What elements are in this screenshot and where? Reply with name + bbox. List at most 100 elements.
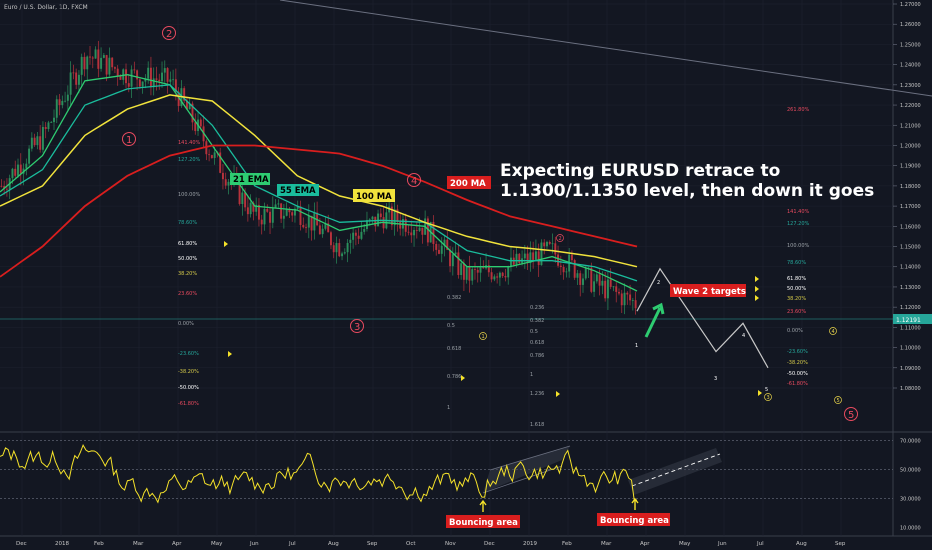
time-tick-label: Apr [640, 541, 650, 547]
candle-body [393, 209, 396, 226]
candle-body [58, 99, 61, 106]
price-tick-label: 1.12000 [900, 305, 921, 311]
wave-label-4: 4 [407, 173, 421, 187]
candle-body [318, 225, 321, 235]
fib-level-label: 23.60% [178, 291, 197, 297]
candle-body [163, 68, 166, 73]
candle-body [554, 243, 557, 255]
price-tick-label: 1.24000 [900, 63, 921, 69]
time-tick-label: Jul [756, 541, 764, 547]
candle-body [570, 254, 573, 261]
time-tick-label: May [211, 541, 223, 547]
ma-line [0, 84, 638, 282]
trendline[interactable] [279, 0, 932, 97]
yellow-arrow-icon [755, 295, 759, 301]
candle-body [618, 291, 620, 294]
candle-body [457, 252, 460, 276]
svg-text:4: 4 [411, 176, 417, 187]
candle-body [241, 192, 244, 205]
sub-circle-label-1: 1 [479, 332, 487, 340]
candle-body [399, 221, 402, 229]
yellow-arrow-icon [224, 241, 228, 247]
candle-body [149, 67, 152, 88]
osc-axis-ticks: 70.0000 50.0000 30.0000 10.0000 [900, 438, 921, 531]
candle-body [557, 254, 560, 266]
candle-body [80, 56, 83, 75]
candle-body [100, 57, 103, 69]
time-tick-label: Nov [445, 541, 456, 547]
fib-level-label: 50.00% [787, 286, 806, 292]
candle-body [172, 79, 175, 81]
ma200-label: 200 MA [450, 179, 486, 189]
price-tick-label: 1.14000 [900, 265, 921, 271]
ma100-label: 100 MA [356, 192, 392, 202]
time-tick-label: Oct [406, 541, 416, 547]
fib-level-label: 127.20% [178, 157, 200, 163]
ma100-label-bg [353, 189, 395, 202]
yellow-arrow-icon [228, 351, 232, 357]
fib-level-label: 0.618 [530, 340, 544, 346]
osc-tick-label: 30.0000 [900, 497, 921, 503]
candle-body [89, 56, 91, 58]
candle-body [227, 181, 230, 186]
osc-channel-1 [483, 446, 570, 493]
price-tick-label: 1.25000 [900, 42, 921, 48]
price-tick-label: 1.21000 [900, 123, 921, 129]
proj-label-2: 2 [657, 280, 660, 286]
proj-label-3: 3 [714, 376, 717, 382]
price-tick-label: 1.22000 [900, 103, 921, 109]
candle-body [194, 122, 197, 132]
candle-body [518, 253, 521, 264]
candle-body [487, 265, 490, 273]
fib-level-label: -23.60% [178, 351, 199, 357]
osc-tick-label: 50.0000 [900, 467, 921, 473]
candle-body [374, 216, 377, 227]
candle-body [125, 69, 127, 84]
svg-text:4: 4 [832, 329, 835, 335]
fib-level-label: 78.60% [787, 260, 806, 266]
time-tick-label: Dec [484, 541, 495, 547]
osc-channel-2 [628, 448, 722, 495]
candle-body [493, 276, 496, 280]
ma-line [0, 74, 638, 292]
ma-line [0, 144, 638, 278]
candle-body [504, 276, 507, 278]
proj-label-4: 4 [742, 333, 745, 339]
candle-body [498, 272, 501, 278]
candle-body [543, 242, 546, 247]
candle-body [260, 219, 263, 225]
fib-left: 141.40% 127.20% 100.00% 78.60% 61.80% 50.00% 3… [178, 140, 200, 407]
fib-mid2: 0.236 0.382 0.5 0.618 0.786 1 1.236 1.618 [530, 305, 544, 428]
candle-body [321, 228, 324, 235]
bouncing-area-bg-2 [597, 513, 670, 526]
candle-body [108, 57, 111, 75]
candle-body [166, 68, 169, 82]
fib-level-label: 0.00% [178, 321, 194, 327]
time-tick-label: 2018 [55, 541, 69, 547]
candle-body [50, 122, 53, 123]
fib-level-label: 61.80% [178, 241, 197, 247]
time-tick-label: Apr [172, 541, 182, 547]
candle-body [415, 229, 418, 231]
candle-body [407, 231, 410, 233]
ema55-label: 55 EMA [280, 186, 316, 196]
candle-body [515, 253, 518, 265]
candle-body [501, 272, 504, 277]
candle-body [474, 269, 476, 270]
price-tick-label: 1.27000 [900, 2, 921, 8]
candle-body [199, 119, 202, 127]
candle-body [307, 215, 310, 228]
candle-body [363, 229, 366, 232]
candle-body [332, 245, 335, 253]
ema21-label-bg [230, 173, 270, 185]
time-tick-label: Jun [717, 541, 727, 547]
candle-body [609, 279, 612, 287]
candle-body [379, 213, 382, 218]
bounce-arrow-icon-1 [479, 499, 487, 512]
candle-body [626, 292, 629, 295]
bouncing-area-bg-1 [446, 515, 520, 528]
symbol-title: Euro / U.S. Dollar, 1D, FXCM [4, 4, 88, 11]
candle-body [221, 172, 224, 180]
fib-level-label: 0.5 [447, 323, 455, 329]
candle-body [296, 206, 299, 209]
